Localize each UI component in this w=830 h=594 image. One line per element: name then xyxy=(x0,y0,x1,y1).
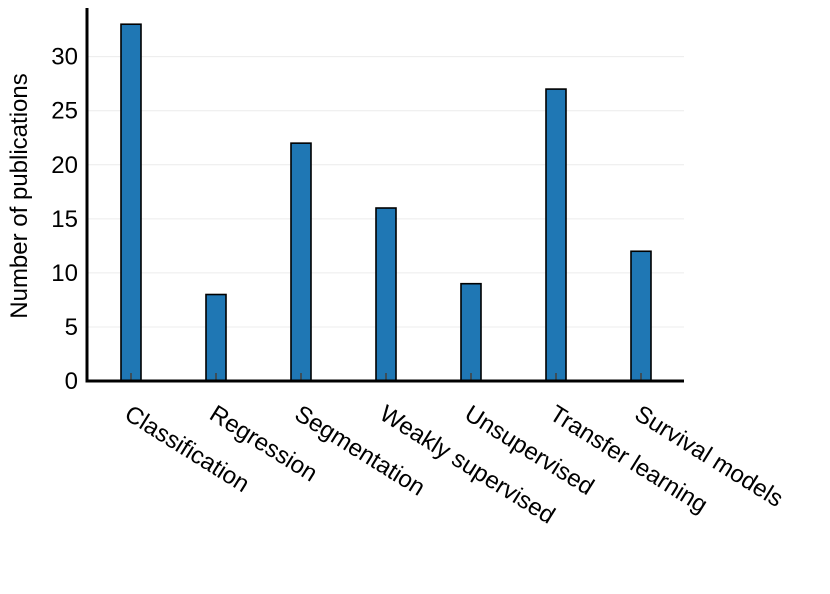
bar xyxy=(290,142,312,382)
y-tick-label: 5 xyxy=(65,314,78,341)
bar xyxy=(460,282,482,382)
bar xyxy=(630,250,652,382)
y-tick-label: 30 xyxy=(51,44,78,71)
y-tick-label: 10 xyxy=(51,260,78,287)
bars xyxy=(120,23,652,382)
y-tick-label: 15 xyxy=(51,206,78,233)
bar xyxy=(120,23,142,382)
y-tick-labels: 0 5 10 15 20 25 30 xyxy=(51,44,78,395)
y-tick-label: 25 xyxy=(51,98,78,125)
bar xyxy=(205,293,227,382)
x-tick-labels: ClassificationRegressionSegmentationWeak… xyxy=(120,400,788,529)
y-axis-title: Number of publications xyxy=(6,73,33,318)
bar xyxy=(545,88,567,382)
y-tick-label: 20 xyxy=(51,152,78,179)
y-tick-label: 0 xyxy=(65,368,78,395)
bar xyxy=(375,207,397,382)
